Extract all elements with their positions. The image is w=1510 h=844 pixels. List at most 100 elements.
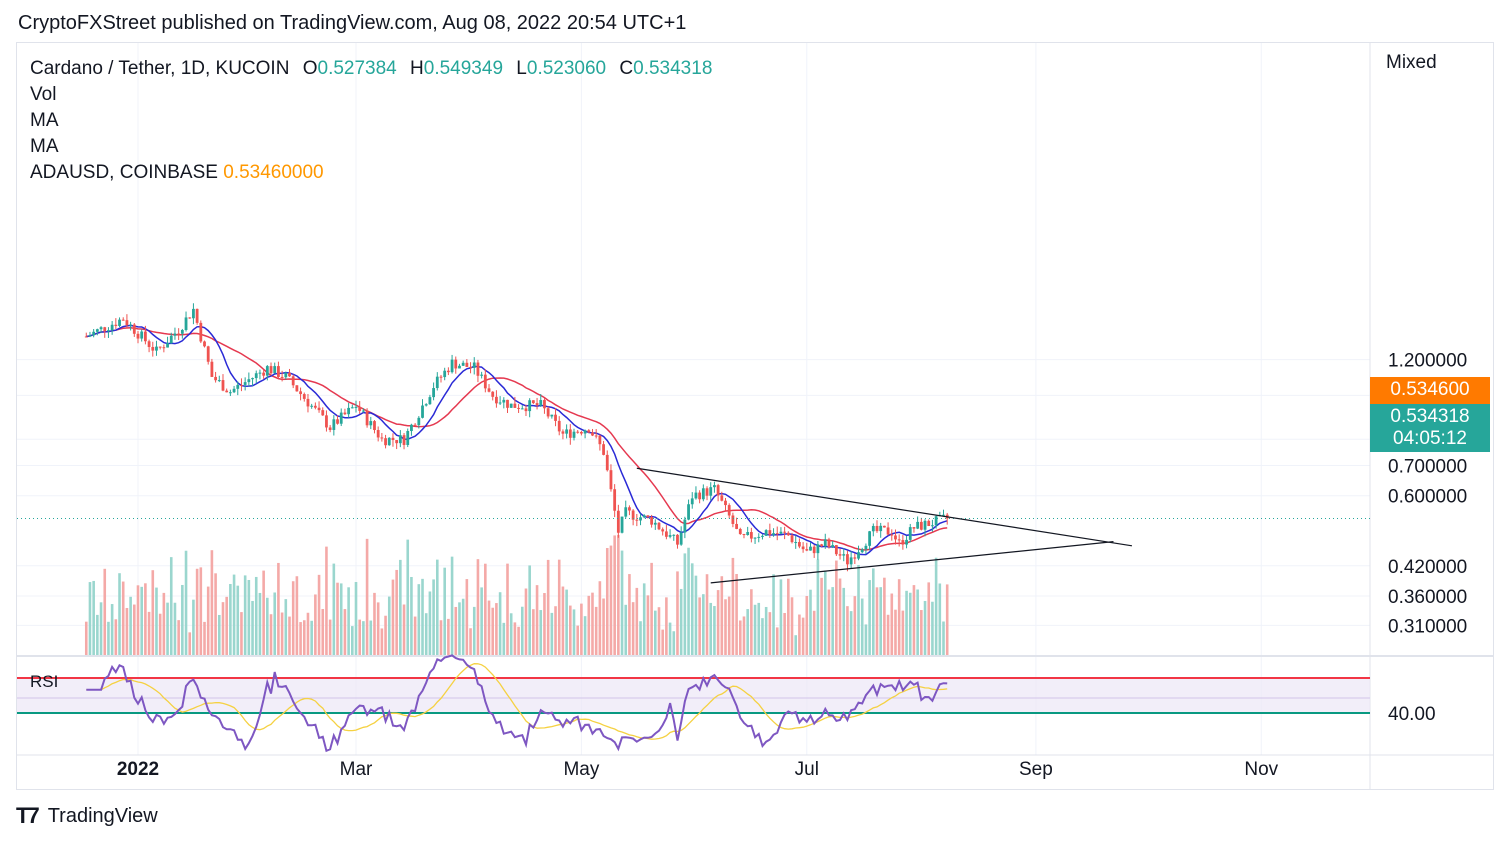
x-tick-label: 2022: [117, 759, 159, 780]
candle-body: [450, 359, 454, 373]
candle-body: [923, 520, 927, 530]
candle-body: [524, 408, 528, 412]
trendline[interactable]: [636, 467, 1133, 547]
legend-ma-fast[interactable]: MA: [30, 110, 59, 131]
candle-body: [487, 388, 491, 392]
volume-bar: [310, 620, 313, 655]
volume-bar: [690, 563, 694, 655]
volume-bar: [812, 610, 816, 655]
legend-volume[interactable]: Vol: [30, 84, 57, 105]
candle-body: [598, 435, 602, 445]
candle-body: [365, 410, 369, 426]
legend-compare-symbol[interactable]: ADAUSD, COINBASE: [30, 162, 218, 183]
candle-body: [446, 370, 450, 373]
legend-symbol[interactable]: Cardano / Tether, 1D, KUCOIN: [30, 58, 290, 79]
legend-open: 0.527384: [317, 58, 397, 79]
rsi-band: [17, 678, 1370, 713]
candle-body: [336, 419, 339, 424]
candle-body: [646, 515, 650, 518]
candle-body: [92, 331, 96, 336]
volume-bar: [136, 585, 140, 655]
candle-body: [879, 525, 883, 532]
rsi-label[interactable]: RSI: [30, 672, 59, 691]
volume-bar: [679, 588, 683, 655]
rsi-ma-line: [86, 663, 948, 740]
volume-bar: [580, 603, 583, 655]
candle-body: [738, 528, 742, 535]
candle-body: [546, 408, 550, 417]
candle-body: [594, 435, 598, 437]
volume-bar: [879, 587, 882, 655]
volume-bar: [162, 592, 166, 655]
footer-brand[interactable]: TradingView: [47, 804, 158, 827]
volume-bar: [864, 624, 868, 655]
candle-body: [103, 327, 107, 332]
volume-bar: [129, 596, 132, 655]
volume-bar: [746, 609, 749, 655]
candle-body: [809, 546, 812, 551]
volume-bar: [351, 626, 354, 655]
volume-bar: [705, 574, 709, 655]
legend-symbol-row: Cardano / Tether, 1D, KUCOIN O0.527384 H…: [30, 56, 712, 82]
volume-bar: [217, 614, 221, 655]
candle-body: [258, 372, 262, 374]
volume-bar: [509, 613, 513, 655]
volume-bar: [391, 579, 395, 655]
candle-body: [761, 535, 764, 537]
volume-bar: [605, 548, 609, 655]
candle-body: [317, 407, 321, 411]
volume-bar: [857, 564, 860, 655]
volume-bar: [654, 610, 657, 655]
volume-bar: [598, 581, 602, 655]
volume-bar: [528, 565, 531, 655]
volume-bar: [742, 616, 746, 655]
volume-bar: [328, 619, 332, 655]
volume-bar: [247, 579, 251, 655]
x-tick-label: Nov: [1244, 759, 1278, 780]
candle-body: [783, 531, 787, 533]
candle-body: [147, 341, 151, 348]
volume-bar: [114, 619, 118, 655]
trendline[interactable]: [710, 541, 1114, 584]
candle-body: [391, 437, 395, 441]
volume-bar: [886, 614, 890, 655]
candle-body: [480, 374, 484, 376]
volume-bar: [151, 570, 155, 655]
legend-close-label: C: [619, 58, 634, 79]
volume-bar: [181, 584, 184, 655]
volume-bar: [554, 606, 557, 655]
volume-bar: [642, 583, 646, 655]
candle-body: [350, 407, 354, 409]
volume-bar: [639, 621, 642, 655]
candle-body: [443, 370, 447, 378]
candle-body: [775, 533, 779, 535]
volume-bar: [417, 584, 421, 655]
candle-body: [509, 403, 513, 408]
volume-bar: [835, 560, 838, 655]
candle-body: [727, 505, 731, 516]
compare-price-tag: 0.534600: [1370, 377, 1490, 404]
volume-bar: [687, 547, 690, 655]
candle-body: [180, 330, 184, 334]
candle-body: [591, 432, 594, 436]
candle-body: [465, 362, 469, 367]
candle-body: [672, 534, 676, 536]
candle-body: [269, 366, 273, 374]
volume-bar: [931, 601, 934, 655]
candle-body: [143, 331, 147, 342]
candle-body: [435, 376, 439, 389]
candle-body: [140, 331, 144, 339]
bar-countdown: 04:05:12: [1393, 428, 1467, 449]
volume-bar: [761, 618, 764, 655]
volume-bar: [413, 616, 417, 655]
legend-ma-slow[interactable]: MA: [30, 136, 59, 157]
scale-mode[interactable]: Mixed: [1386, 52, 1437, 73]
candle-body: [417, 417, 421, 426]
volume-bar: [657, 607, 661, 655]
candle-body: [247, 379, 251, 383]
candle-body: [576, 431, 580, 433]
volume-bar: [107, 621, 110, 655]
volume-bar: [424, 613, 428, 655]
candle-body: [302, 394, 306, 399]
